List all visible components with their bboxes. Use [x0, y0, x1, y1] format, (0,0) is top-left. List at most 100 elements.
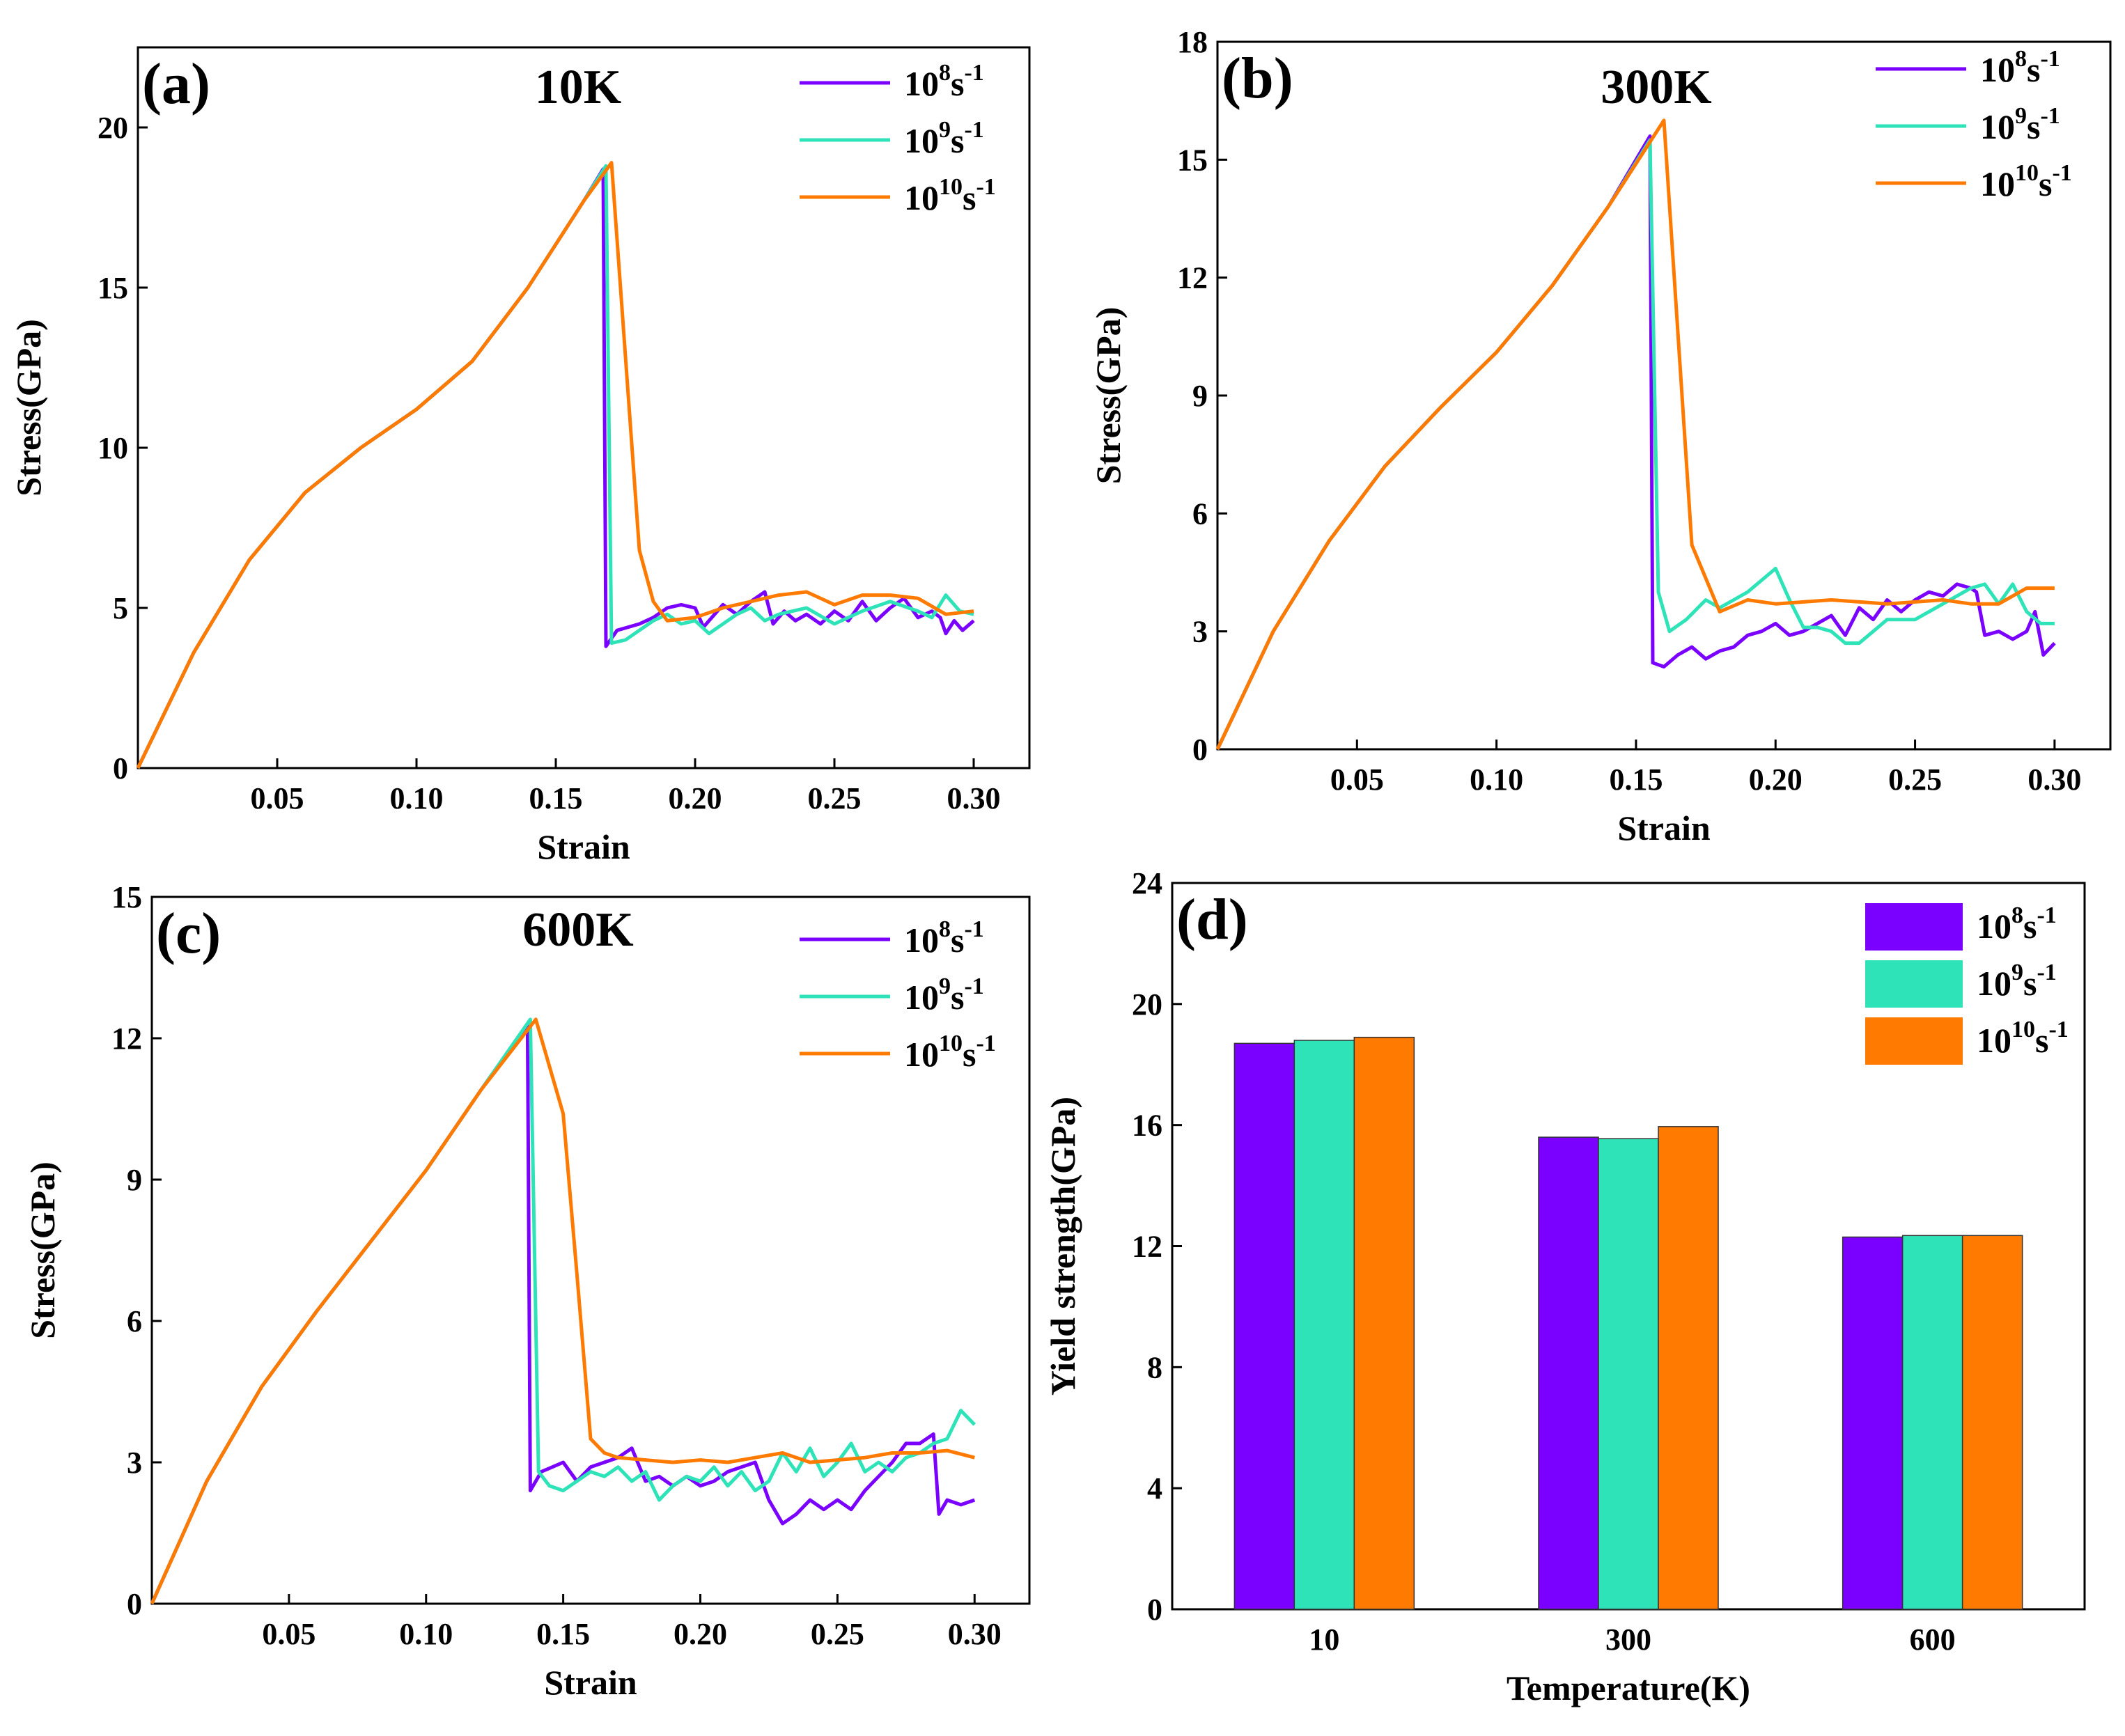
- bar-rate_1e10: [1658, 1126, 1719, 1610]
- legend-exp: 8: [2011, 902, 2023, 928]
- x-tick-label: 0.30: [2027, 763, 2081, 797]
- legend-swatch: [1865, 1017, 1963, 1065]
- series-line-rate_1e9: [136, 164, 974, 769]
- legend-unit-exp: -1: [964, 916, 983, 942]
- x-tick-label: 0.30: [947, 781, 1001, 815]
- panel-b: 0 3 6 9 12 15 18 0.05 0.10 0.15 0.20 0.25 0.30 Strain…: [1089, 25, 2112, 847]
- y-tick-label: 6: [127, 1304, 142, 1338]
- legend-exp: 9: [2011, 960, 2023, 985]
- y-tick-label: 20: [98, 111, 128, 145]
- legend-base: 10: [904, 64, 939, 103]
- legend-base: 10: [904, 978, 939, 1017]
- series-line-rate_1e10: [150, 1017, 975, 1605]
- legend-unit: s: [2023, 964, 2037, 1003]
- legend-base: 10: [1980, 164, 2015, 203]
- y-axis-label: Stress(GPa): [1089, 307, 1128, 485]
- legend-unit: s: [951, 64, 964, 103]
- y-axis-label: Stress(GPa): [23, 1162, 62, 1339]
- series-line-rate_1e9: [150, 1017, 976, 1605]
- legend-unit: s: [2027, 107, 2040, 146]
- legend-base: 10: [1977, 907, 2011, 946]
- bar-rate_1e10: [1353, 1036, 1415, 1610]
- panel-label: (d): [1176, 887, 1248, 952]
- legend-label: 1010s-1: [1977, 1017, 2069, 1060]
- legend-label: 108s-1: [1977, 902, 2057, 946]
- y-tick-label: 4: [1147, 1471, 1162, 1506]
- legend-exp: 10: [2011, 1017, 2035, 1042]
- legend-label: 109s-1: [1980, 103, 2060, 146]
- legend-base: 10: [1980, 50, 2015, 89]
- y-axis-label: Yield strength(GPa): [1043, 1097, 1082, 1395]
- panel-title: 600K: [522, 903, 633, 957]
- legend-swatch: [1865, 903, 1963, 951]
- legend-unit-exp: -1: [2037, 902, 2056, 928]
- y-tick-label: 18: [1177, 25, 1208, 59]
- y-tick-label: 20: [1132, 987, 1162, 1022]
- plot-frame: [1216, 40, 2112, 751]
- y-tick-label: 0: [1147, 1593, 1162, 1627]
- y-tick-label: 0: [113, 751, 128, 785]
- legend-unit: s: [951, 121, 964, 160]
- x-tick-label: 0.15: [1609, 763, 1663, 797]
- bar-rate_1e9: [1293, 1040, 1355, 1610]
- legend-unit-exp: -1: [976, 174, 995, 200]
- x-tick-label: 0.20: [1749, 763, 1803, 797]
- legend-label: 109s-1: [1977, 960, 2057, 1003]
- legend-exp: 8: [939, 916, 951, 942]
- y-tick-label: 10: [98, 431, 128, 465]
- y-tick-label: 12: [1132, 1230, 1162, 1264]
- x-tick-label: 0.25: [808, 781, 862, 815]
- legend-base: 10: [1977, 1021, 2011, 1060]
- legend-swatch: [1865, 960, 1963, 1008]
- x-tick-label: 300: [1605, 1622, 1651, 1657]
- legend-base: 10: [904, 1035, 939, 1074]
- y-tick-label: 16: [1132, 1109, 1162, 1143]
- series-line-rate_1e9: [1215, 138, 2055, 751]
- x-tick-label: 0.15: [536, 1617, 590, 1651]
- bar-rate_1e8: [1842, 1236, 1904, 1610]
- x-tick-label: 0.05: [1330, 763, 1384, 797]
- legend-label: 1010s-1: [904, 1031, 996, 1074]
- x-tick-label: 10: [1309, 1622, 1339, 1657]
- legend-unit: s: [963, 1035, 976, 1074]
- legend-exp: 10: [2015, 160, 2039, 186]
- legend-base: 10: [1977, 964, 2011, 1003]
- legend-label: 108s-1: [904, 60, 984, 103]
- y-tick-label: 15: [1177, 143, 1208, 177]
- y-tick-label: 8: [1147, 1350, 1162, 1384]
- y-tick-label: 6: [1192, 496, 1208, 531]
- y-tick-label: 9: [127, 1163, 142, 1197]
- plot-frame: [150, 896, 1031, 1605]
- legend-unit-exp: -1: [964, 60, 983, 86]
- panel-label: (b): [1222, 46, 1293, 111]
- bar-rate_1e9: [1598, 1138, 1659, 1610]
- legend-exp: 9: [2015, 103, 2027, 129]
- legend-exp: 9: [939, 117, 951, 143]
- panel-a: 0 5 10 15 20 0.05 0.10 0.15 0.20 0.25 0.30 Strain St…: [9, 46, 1031, 866]
- legend-label: 1010s-1: [904, 174, 996, 217]
- legend-unit: s: [2039, 164, 2052, 203]
- y-tick-label: 0: [127, 1587, 142, 1621]
- panel-d: 0 4 8 12 16 20 24 10 300 600 Temperature(K) Yield s…: [1043, 866, 2086, 1707]
- series-line-rate_1e10: [136, 161, 974, 769]
- x-tick-label: 0.25: [1888, 763, 1942, 797]
- x-axis-label: Strain: [537, 827, 630, 866]
- x-tick-label: 0.10: [390, 781, 444, 815]
- legend-base: 10: [904, 921, 939, 960]
- x-tick-label: 0.20: [674, 1617, 727, 1651]
- x-tick-label: 0.20: [669, 781, 722, 815]
- y-tick-label: 5: [113, 591, 128, 625]
- series-line-rate_1e10: [1215, 118, 2055, 751]
- x-axis-label: Strain: [1617, 808, 1711, 847]
- legend-unit: s: [2023, 907, 2037, 946]
- legend-unit-exp: -1: [2048, 1017, 2068, 1042]
- x-tick-label: 0.10: [1470, 763, 1523, 797]
- series-line-rate_1e8: [1215, 134, 2056, 751]
- bar-rate_1e8: [1538, 1136, 1599, 1610]
- x-tick-label: 0.15: [529, 781, 583, 815]
- y-tick-label: 24: [1132, 866, 1162, 900]
